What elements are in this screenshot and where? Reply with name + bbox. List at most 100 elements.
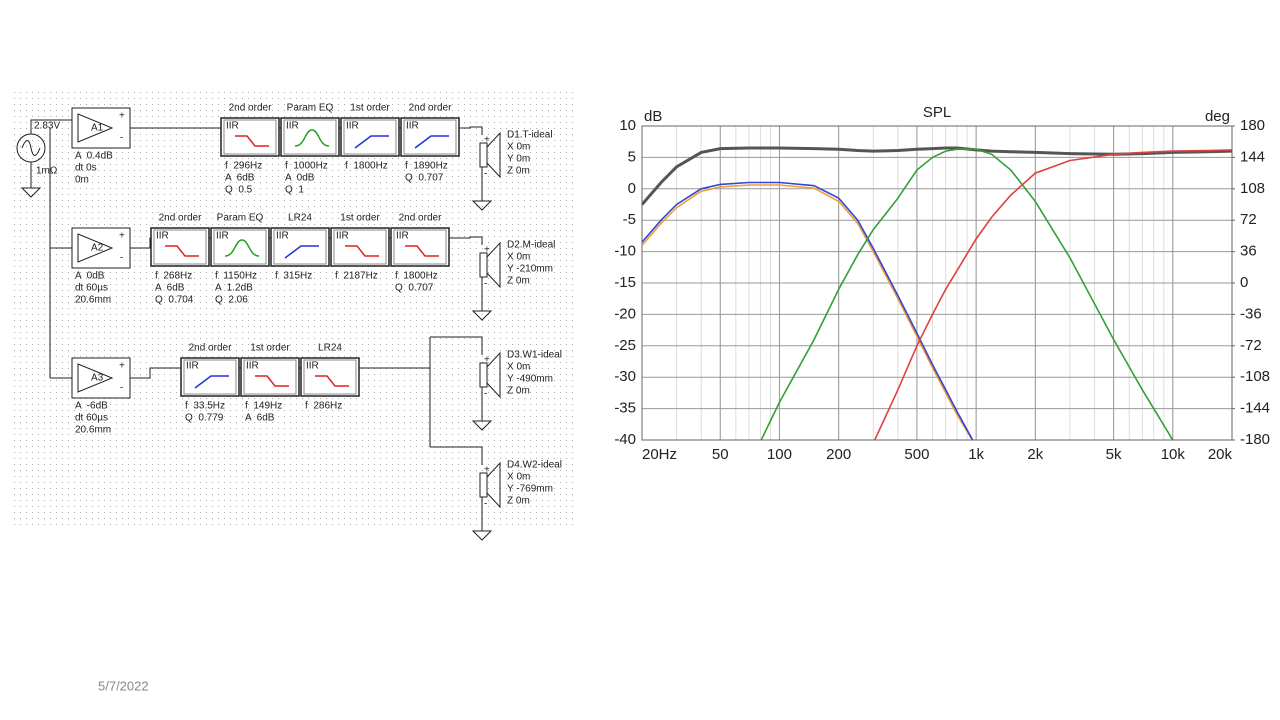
- y-tick-label: -30: [614, 368, 636, 385]
- filter-icon: [284, 245, 319, 259]
- amplifier: [71, 227, 131, 269]
- filter-inner: [213, 229, 267, 265]
- amplifier: [71, 357, 131, 399]
- x-tick-label: 500: [904, 446, 929, 463]
- block-param: Q 0.707: [395, 283, 434, 294]
- y-tick-label: 5: [628, 148, 636, 165]
- block-param: f 268Hz: [155, 271, 192, 282]
- y-tick-label: -15: [614, 274, 636, 291]
- amp-param: A -6dB: [75, 401, 108, 412]
- filter-icon: [194, 375, 229, 389]
- speaker-cone: [486, 131, 501, 179]
- block-tag: IIR: [156, 231, 169, 242]
- filter-inner: [333, 229, 387, 265]
- spl-chart: 20Hz 50 100 200 500 1k 2k 5k 10k 20k-40-35-30-25-…: [614, 104, 1270, 463]
- y-tick-label: -20: [614, 305, 636, 322]
- block-tag: IIR: [346, 121, 359, 132]
- block-param: f 1800Hz: [345, 161, 388, 172]
- spl-curve: [642, 146, 1232, 206]
- block-tag: IIR: [336, 231, 349, 242]
- speaker-minus: -: [484, 389, 487, 400]
- wire: [130, 367, 181, 379]
- block-param: A 6dB: [245, 413, 275, 424]
- block-param: f 33.5Hz: [185, 401, 225, 412]
- block-order: 2nd order: [409, 103, 452, 114]
- block-tag: IIR: [286, 121, 299, 132]
- block-param: f 1000Hz: [285, 161, 328, 172]
- amp-param: 0m: [75, 175, 89, 186]
- block-param: Q 0.779: [185, 413, 224, 424]
- x-tick-label: 10k: [1161, 446, 1186, 463]
- amp-minus: -: [120, 253, 123, 264]
- block-param: f 2187Hz: [335, 271, 378, 282]
- amp-param: 20.6mm: [75, 425, 111, 436]
- y2-tick-label: 72: [1240, 211, 1257, 228]
- amp-param: A 0dB: [75, 271, 105, 282]
- amplifier: [71, 107, 131, 149]
- block-tag: IIR: [406, 121, 419, 132]
- block-param: A 6dB: [225, 173, 255, 184]
- filter-icon: [354, 135, 389, 149]
- block-order: 1st order: [250, 343, 290, 354]
- wire: [449, 236, 483, 245]
- block-order: Param EQ: [217, 213, 264, 224]
- filter-icon: [315, 375, 349, 387]
- y-tick-label: -10: [614, 243, 636, 260]
- driver-name: D1.T-ideal: [507, 130, 553, 141]
- series-group: [642, 146, 1232, 440]
- block-param: f 286Hz: [305, 401, 342, 412]
- speaker-magnet: [479, 472, 488, 498]
- speaker-cone: [486, 351, 501, 399]
- driver-name: D3.W1-ideal: [507, 350, 562, 361]
- amp-param: dt 60µs: [75, 283, 108, 294]
- filter-block: [150, 227, 210, 267]
- speaker-plus: +: [484, 355, 490, 366]
- plot-frame: [641, 125, 1233, 441]
- amp-triangle: [77, 113, 114, 143]
- block-param: Q 0.707: [405, 173, 444, 184]
- filter-icon: [224, 239, 260, 257]
- x-tick-label: 20Hz: [642, 446, 677, 463]
- block-param: A 1.2dB: [215, 283, 253, 294]
- block-order: 2nd order: [399, 213, 442, 224]
- block-param: Q 1: [285, 185, 304, 196]
- block-param: f 296Hz: [225, 161, 262, 172]
- x-tick-label: 2k: [1027, 446, 1043, 463]
- filter-block: [280, 117, 340, 157]
- amp-triangle: [77, 233, 114, 263]
- amp-name: A1: [91, 123, 104, 134]
- block-tag: IIR: [396, 231, 409, 242]
- driver-param: Y -769mm: [507, 484, 553, 495]
- block-param: Q 0.5: [225, 185, 253, 196]
- filter-icon: [405, 245, 439, 257]
- driver-param: X 0m: [507, 472, 530, 483]
- amp-plus: +: [119, 231, 125, 242]
- y2-tick-label: -180: [1240, 431, 1270, 448]
- y-tick-label: -40: [614, 431, 636, 448]
- block-param: f 315Hz: [275, 271, 312, 282]
- y2-tick-label: -72: [1240, 337, 1262, 354]
- y-tick-label: -25: [614, 337, 636, 354]
- driver-name: D2.M-ideal: [507, 240, 555, 251]
- block-param: Q 0.704: [155, 295, 194, 306]
- amp-param: dt 60µs: [75, 413, 108, 424]
- filter-inner: [403, 119, 457, 155]
- x-tick-label: 100: [767, 446, 792, 463]
- filter-block: [300, 357, 360, 397]
- amp-param: A 0.4dB: [75, 151, 113, 162]
- source-wave: [21, 140, 41, 156]
- block-order: 2nd order: [189, 343, 232, 354]
- y-tick-label: 10: [619, 117, 636, 134]
- amp-plus: +: [119, 111, 125, 122]
- filter-icon: [294, 129, 330, 147]
- amp-triangle: [77, 363, 114, 393]
- y-tick-label: -35: [614, 400, 636, 417]
- speaker-plus: +: [484, 245, 490, 256]
- filter-icon: [255, 375, 289, 387]
- block-param: Q 2.06: [215, 295, 248, 306]
- filter-inner: [283, 119, 337, 155]
- spl-curve: [873, 149, 1232, 440]
- y2-tick-label: 108: [1240, 180, 1265, 197]
- spl-curve: [642, 181, 974, 440]
